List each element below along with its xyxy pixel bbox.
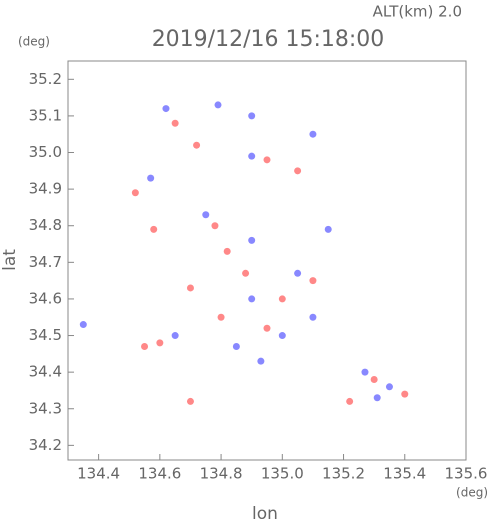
echo-point <box>217 313 225 321</box>
y-tick-label: 34.6 <box>29 289 62 307</box>
echo-point <box>147 174 155 182</box>
y-tick-label: 34.2 <box>29 436 62 454</box>
echo-point <box>361 368 369 376</box>
echo-point <box>156 339 164 347</box>
echo-point <box>278 332 286 340</box>
chart-title: 2019/12/16 15:18:00 <box>152 27 385 52</box>
echo-point <box>373 394 381 402</box>
y-tick-label: 34.8 <box>29 216 62 234</box>
y-tick-label: 34.5 <box>29 326 62 344</box>
echo-point <box>248 236 256 244</box>
plot-frame <box>67 60 467 461</box>
y-tick-label: 34.9 <box>29 180 62 198</box>
echo-point <box>248 112 256 120</box>
echo-point <box>211 222 219 230</box>
y-tick-label: 34.3 <box>29 399 62 417</box>
x-tick-label: 135.0 <box>261 465 304 483</box>
x-unit: (deg) <box>456 486 488 500</box>
y-axis-label: lat <box>0 249 20 271</box>
echo-point <box>171 119 179 127</box>
echo-point <box>401 390 409 398</box>
echo-point <box>214 101 222 109</box>
echo-point <box>202 211 210 219</box>
echo-point <box>324 225 332 233</box>
echo-point <box>248 295 256 303</box>
echo-point <box>385 383 393 391</box>
echo-point <box>309 277 317 285</box>
echo-point <box>294 167 302 175</box>
echo-point <box>248 152 256 160</box>
echo-point <box>294 269 302 277</box>
y-tick-label: 35.0 <box>29 143 62 161</box>
echo-point <box>186 284 194 292</box>
echo-point <box>162 105 170 113</box>
echo-point <box>278 295 286 303</box>
echo-point <box>223 247 231 255</box>
echo-point <box>186 397 194 405</box>
y-tick-label: 35.2 <box>29 70 62 88</box>
echo-point <box>171 332 179 340</box>
echo-point <box>263 324 271 332</box>
y-tick-label: 34.4 <box>29 363 62 381</box>
y-tick-label: 34.7 <box>29 253 62 271</box>
x-tick-label: 134.4 <box>77 465 120 483</box>
echo-point <box>79 321 87 329</box>
altitude-label: ALT(km) 2.0 <box>373 3 462 21</box>
x-axis-label: lon <box>252 504 278 521</box>
x-tick-label: 135.4 <box>383 465 426 483</box>
echo-point <box>309 313 317 321</box>
echo-point <box>309 130 317 138</box>
echo-point <box>131 189 139 197</box>
y-unit: (deg) <box>18 35 50 49</box>
x-tick-label: 134.8 <box>200 465 243 483</box>
x-tick-label: 135.2 <box>322 465 365 483</box>
echo-point <box>150 225 158 233</box>
x-tick-label: 135.6 <box>445 465 488 483</box>
echo-point <box>263 156 271 164</box>
x-tick-label: 134.6 <box>138 465 181 483</box>
echo-point <box>141 343 149 351</box>
echo-point <box>346 397 354 405</box>
y-tick-label: 35.1 <box>29 106 62 124</box>
echo-point <box>242 269 250 277</box>
echo-point <box>193 141 201 149</box>
echo-point <box>232 343 240 351</box>
echo-point <box>257 357 265 365</box>
echo-point <box>370 375 378 383</box>
